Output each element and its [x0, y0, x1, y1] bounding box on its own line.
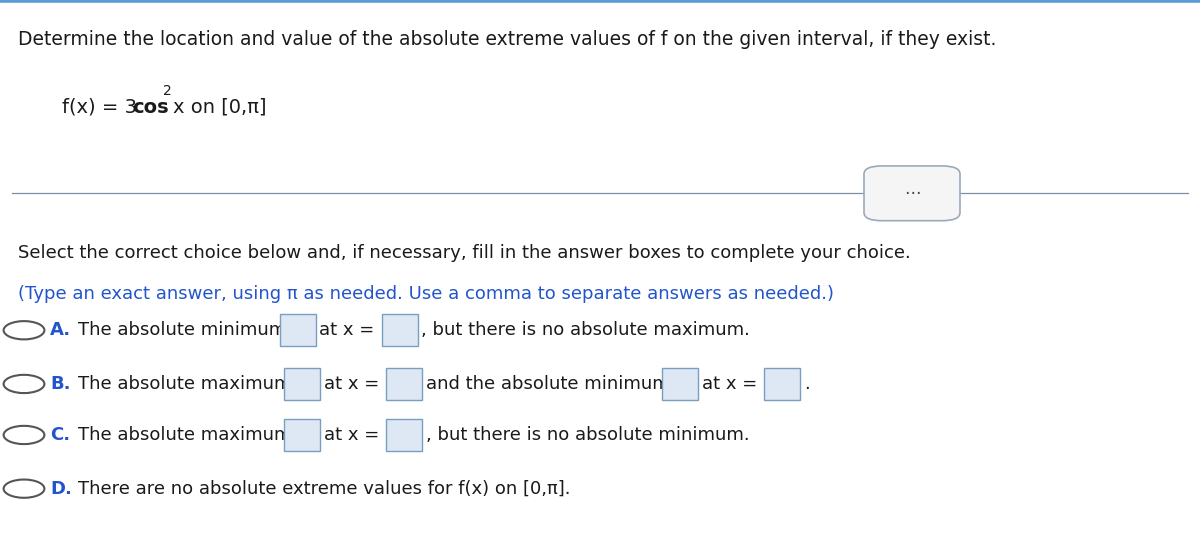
FancyBboxPatch shape: [280, 314, 316, 346]
Text: .: .: [804, 375, 810, 393]
FancyBboxPatch shape: [386, 368, 422, 400]
Text: B.: B.: [50, 375, 71, 393]
Text: at x =: at x =: [324, 375, 379, 393]
Text: D.: D.: [50, 480, 72, 498]
Text: cos: cos: [132, 98, 169, 117]
Text: The absolute minimum is: The absolute minimum is: [78, 321, 312, 339]
FancyBboxPatch shape: [662, 368, 698, 400]
Text: at x =: at x =: [324, 426, 379, 444]
Text: C.: C.: [50, 426, 71, 444]
Text: Select the correct choice below and, if necessary, fill in the answer boxes to c: Select the correct choice below and, if …: [18, 244, 911, 263]
Text: (Type an exact answer, using π as needed. Use a comma to separate answers as nee: (Type an exact answer, using π as needed…: [18, 285, 834, 303]
Text: There are no absolute extreme values for f(x) on [0,π].: There are no absolute extreme values for…: [78, 480, 570, 498]
Text: Determine the location and value of the absolute extreme values of f on the give: Determine the location and value of the …: [18, 30, 996, 48]
FancyBboxPatch shape: [386, 419, 422, 451]
Text: , but there is no absolute minimum.: , but there is no absolute minimum.: [426, 426, 750, 444]
FancyBboxPatch shape: [382, 314, 418, 346]
Text: A.: A.: [50, 321, 72, 339]
Text: The absolute maximum is: The absolute maximum is: [78, 426, 318, 444]
Text: 2: 2: [163, 84, 172, 98]
FancyBboxPatch shape: [284, 419, 320, 451]
Text: , but there is no absolute maximum.: , but there is no absolute maximum.: [421, 321, 750, 339]
FancyBboxPatch shape: [864, 166, 960, 221]
FancyBboxPatch shape: [764, 368, 800, 400]
Text: at x =: at x =: [319, 321, 374, 339]
Text: and the absolute minimum is: and the absolute minimum is: [426, 375, 696, 393]
Text: The absolute maximum is: The absolute maximum is: [78, 375, 318, 393]
FancyBboxPatch shape: [284, 368, 320, 400]
Text: at x =: at x =: [702, 375, 757, 393]
Text: f(x) = 3: f(x) = 3: [62, 98, 144, 117]
Text: x on [0,π]: x on [0,π]: [173, 98, 266, 117]
Text: ⋯: ⋯: [904, 184, 920, 202]
